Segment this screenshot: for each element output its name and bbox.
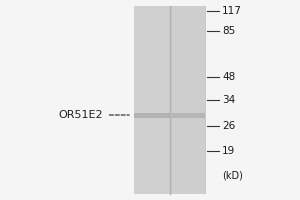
Text: 34: 34 — [222, 95, 235, 105]
Text: 48: 48 — [222, 72, 235, 82]
Text: 26: 26 — [222, 121, 235, 131]
Text: 85: 85 — [222, 26, 235, 36]
Text: 117: 117 — [222, 6, 242, 16]
Bar — [134, 112, 170, 117]
Bar — [134, 6, 170, 194]
Bar — [172, 6, 205, 194]
Text: (kD): (kD) — [222, 171, 243, 181]
Text: OR51E2: OR51E2 — [59, 110, 104, 120]
Text: 19: 19 — [222, 146, 235, 156]
Bar — [172, 112, 205, 117]
Bar — [134, 6, 206, 194]
